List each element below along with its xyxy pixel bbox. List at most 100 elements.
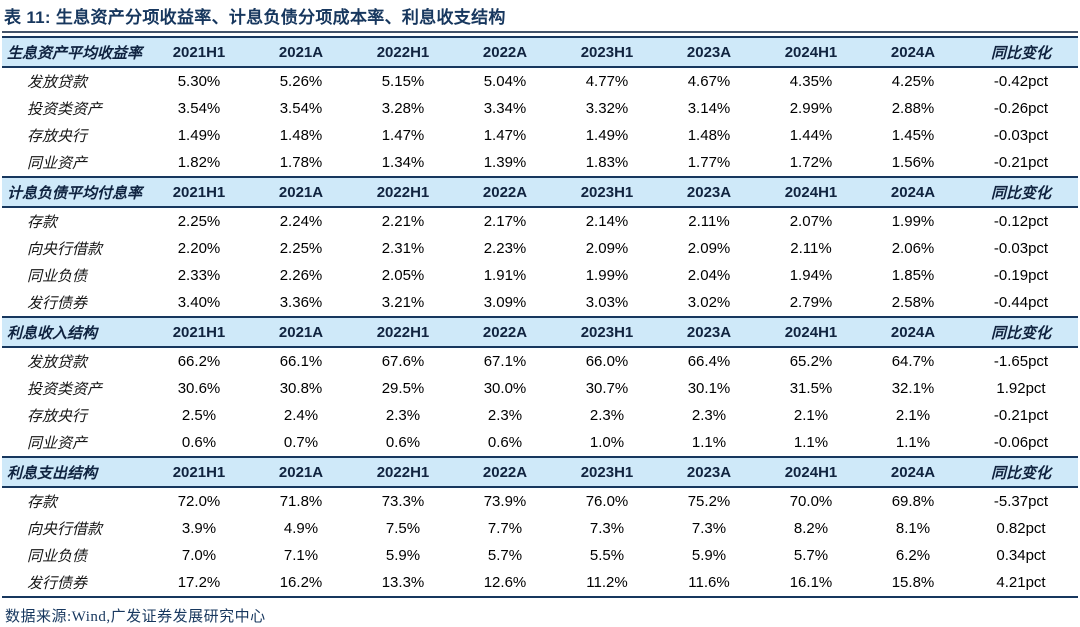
value-cell: 1.91%	[483, 267, 527, 284]
data-table: 生息资产平均收益率 2021H1 2021A 2022H1 2022A 2023H1 202…	[2, 36, 1078, 598]
period-column-header: 2022A	[454, 316, 556, 348]
row-label: 同业负债	[27, 549, 88, 565]
value-cell: 3.40%	[177, 294, 221, 311]
value-cell: 1.77%	[687, 154, 731, 171]
value-cell: 3.32%	[585, 100, 629, 117]
row-label: 向央行借款	[27, 242, 103, 258]
value-cell: 1.44%	[789, 127, 833, 144]
value-cell: 66.1%	[279, 353, 323, 370]
table-row: 发放贷款 66.2% 66.1% 67.6% 67.1% 66.0% 66.4% 65.2% 6…	[2, 347, 1078, 375]
data-source: 数据来源:Wind,广发证券发展研究中心	[5, 609, 266, 625]
value-cell: 1.78%	[279, 154, 323, 171]
yoy-value-cell: -0.26pct	[993, 100, 1049, 117]
yoy-value-cell: -0.06pct	[993, 434, 1049, 451]
value-cell: 5.04%	[483, 73, 527, 90]
value-cell: 1.83%	[585, 154, 629, 171]
value-cell: 73.3%	[381, 493, 425, 510]
value-cell: 2.06%	[891, 240, 935, 257]
value-cell: 5.7%	[793, 547, 829, 564]
period-column-header: 2021A	[250, 36, 352, 68]
yoy-value-cell: -1.65pct	[993, 353, 1049, 370]
period-column-header: 2023H1	[556, 176, 658, 208]
value-cell: 76.0%	[585, 493, 629, 510]
value-cell: 1.39%	[483, 154, 527, 171]
value-cell: 66.4%	[687, 353, 731, 370]
value-cell: 2.04%	[687, 267, 731, 284]
value-cell: 4.35%	[789, 73, 833, 90]
yoy-value-cell: -0.19pct	[993, 267, 1049, 284]
value-cell: 2.79%	[789, 294, 833, 311]
value-cell: 1.47%	[483, 127, 527, 144]
value-cell: 4.9%	[283, 520, 319, 537]
value-cell: 4.77%	[585, 73, 629, 90]
yoy-column-header: 同比变化	[964, 456, 1078, 488]
table-row: 投资类资产 30.6% 30.8% 29.5% 30.0% 30.7% 30.1% 31.5%…	[2, 375, 1078, 402]
period-column-header: 2024A	[862, 36, 964, 68]
value-cell: 2.5%	[181, 407, 217, 424]
value-cell: 13.3%	[352, 569, 454, 598]
period-column-header: 2023H1	[556, 456, 658, 488]
yoy-value-cell: -0.42pct	[993, 73, 1049, 90]
row-label: 存款	[27, 215, 58, 231]
value-cell: 2.25%	[177, 213, 221, 230]
table-row: 存款 72.0% 71.8% 73.3% 73.9% 76.0% 75.2% 70.0% 69.…	[2, 487, 1078, 515]
value-cell: 3.36%	[279, 294, 323, 311]
value-cell: 3.21%	[381, 294, 425, 311]
title-divider	[2, 31, 1078, 33]
period-column-header: 2024H1	[760, 36, 862, 68]
value-cell: 2.3%	[385, 407, 421, 424]
period-column-header: 2022H1	[352, 36, 454, 68]
period-column-header: 2021H1	[148, 36, 250, 68]
value-cell: 17.2%	[148, 569, 250, 598]
period-column-header: 2023A	[658, 316, 760, 348]
value-cell: 3.34%	[483, 100, 527, 117]
section-title: 计息负债平均付息率	[2, 176, 148, 208]
period-column-header: 2022H1	[352, 316, 454, 348]
value-cell: 2.1%	[895, 407, 931, 424]
yoy-value-cell: -5.37pct	[993, 493, 1049, 510]
value-cell: 66.0%	[585, 353, 629, 370]
value-cell: 2.1%	[793, 407, 829, 424]
table-row: 同业负债 7.0% 7.1% 5.9% 5.7% 5.5% 5.9% 5.7% 6.2% 0.34…	[2, 542, 1078, 569]
yoy-value-cell: -0.21pct	[993, 407, 1049, 424]
value-cell: 69.8%	[891, 493, 935, 510]
value-cell: 2.4%	[283, 407, 319, 424]
period-column-header: 2023H1	[556, 36, 658, 68]
table-title: 表 11: 生息资产分项收益率、计息负债分项成本率、利息收支结构	[4, 8, 506, 27]
value-cell: 2.26%	[279, 267, 323, 284]
period-column-header: 2024A	[862, 316, 964, 348]
value-cell: 2.23%	[483, 240, 527, 257]
value-cell: 7.3%	[589, 520, 625, 537]
value-cell: 30.1%	[687, 380, 731, 397]
value-cell: 1.48%	[687, 127, 731, 144]
value-cell: 4.67%	[687, 73, 731, 90]
value-cell: 3.28%	[381, 100, 425, 117]
value-cell: 1.82%	[177, 154, 221, 171]
value-cell: 5.7%	[487, 547, 523, 564]
value-cell: 7.7%	[487, 520, 523, 537]
yoy-value-cell: 1.92pct	[996, 380, 1046, 397]
row-label: 存放央行	[27, 129, 88, 145]
section-header-row: 生息资产平均收益率 2021H1 2021A 2022H1 2022A 2023H1 202…	[2, 36, 1078, 68]
value-cell: 2.99%	[789, 100, 833, 117]
value-cell: 3.02%	[687, 294, 731, 311]
value-cell: 7.3%	[691, 520, 727, 537]
row-label: 发行债券	[2, 569, 148, 598]
row-label: 向央行借款	[27, 522, 103, 538]
yoy-value-cell: -0.44pct	[993, 294, 1049, 311]
section-title: 生息资产平均收益率	[2, 36, 148, 68]
value-cell: 2.09%	[687, 240, 731, 257]
value-cell: 30.6%	[177, 380, 221, 397]
period-column-header: 2022A	[454, 176, 556, 208]
value-cell: 7.5%	[385, 520, 421, 537]
value-cell: 3.54%	[177, 100, 221, 117]
value-cell: 5.30%	[177, 73, 221, 90]
row-label: 同业负债	[27, 269, 88, 285]
value-cell: 2.14%	[585, 213, 629, 230]
period-column-header: 2022H1	[352, 176, 454, 208]
value-cell: 64.7%	[891, 353, 935, 370]
value-cell: 16.2%	[250, 569, 352, 598]
value-cell: 4.25%	[891, 73, 935, 90]
value-cell: 3.14%	[687, 100, 731, 117]
value-cell: 1.49%	[585, 127, 629, 144]
